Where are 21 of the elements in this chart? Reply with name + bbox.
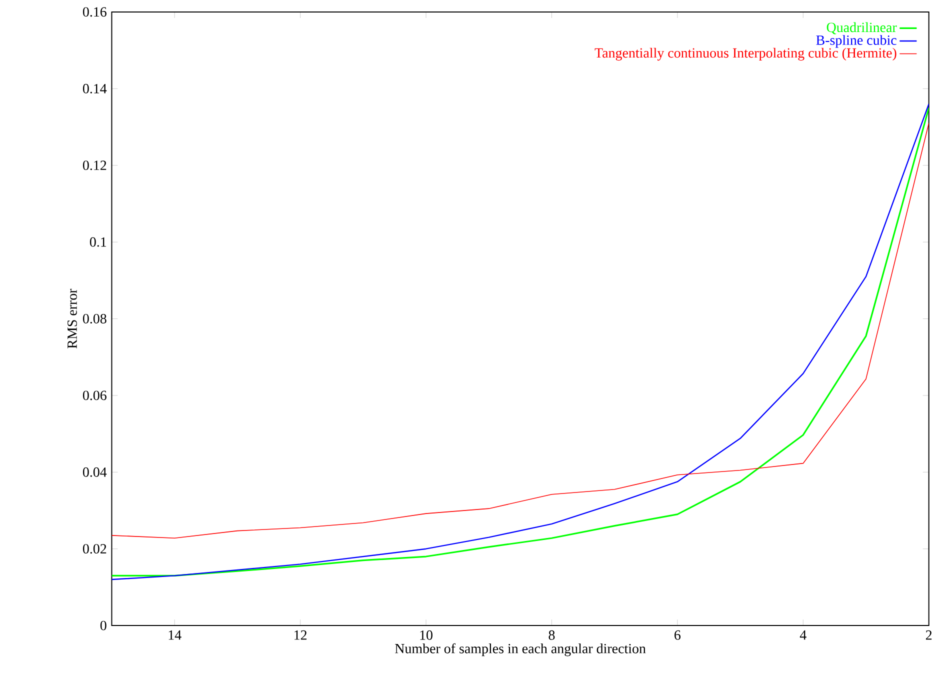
x-tick-label: 2 (926, 630, 932, 640)
x-tick-label: 10 (420, 630, 432, 640)
y-tick-label: 0.14 (82, 84, 107, 94)
legend-label: B-spline cubic (816, 34, 896, 48)
y-tick-label: 0.04 (82, 467, 107, 477)
y-tick-label: 0.06 (82, 390, 106, 400)
y-tick-label: 0.02 (82, 544, 106, 554)
y-tick-label: 0.12 (82, 160, 106, 170)
y-tick-label: 0.08 (82, 314, 106, 324)
y-tick-label: 0.1 (90, 237, 106, 247)
legend-label: Tangentially continuous Interpolating cubic (Hermite) (594, 48, 896, 60)
x-tick-label: 8 (548, 630, 555, 640)
x-tick-label: 6 (674, 630, 681, 640)
x-axis-title: Number of samples in each angular direction (395, 643, 646, 656)
x-tick-label: 4 (800, 630, 806, 640)
x-tick-label: 14 (168, 630, 182, 640)
y-tick-label: 0 (100, 620, 106, 630)
y-axis-title: RMS error (68, 288, 77, 348)
y-tick-label: 0.16 (82, 7, 106, 17)
legend-label: Quadrilinear (826, 22, 897, 34)
x-tick-label: 12 (294, 630, 307, 640)
